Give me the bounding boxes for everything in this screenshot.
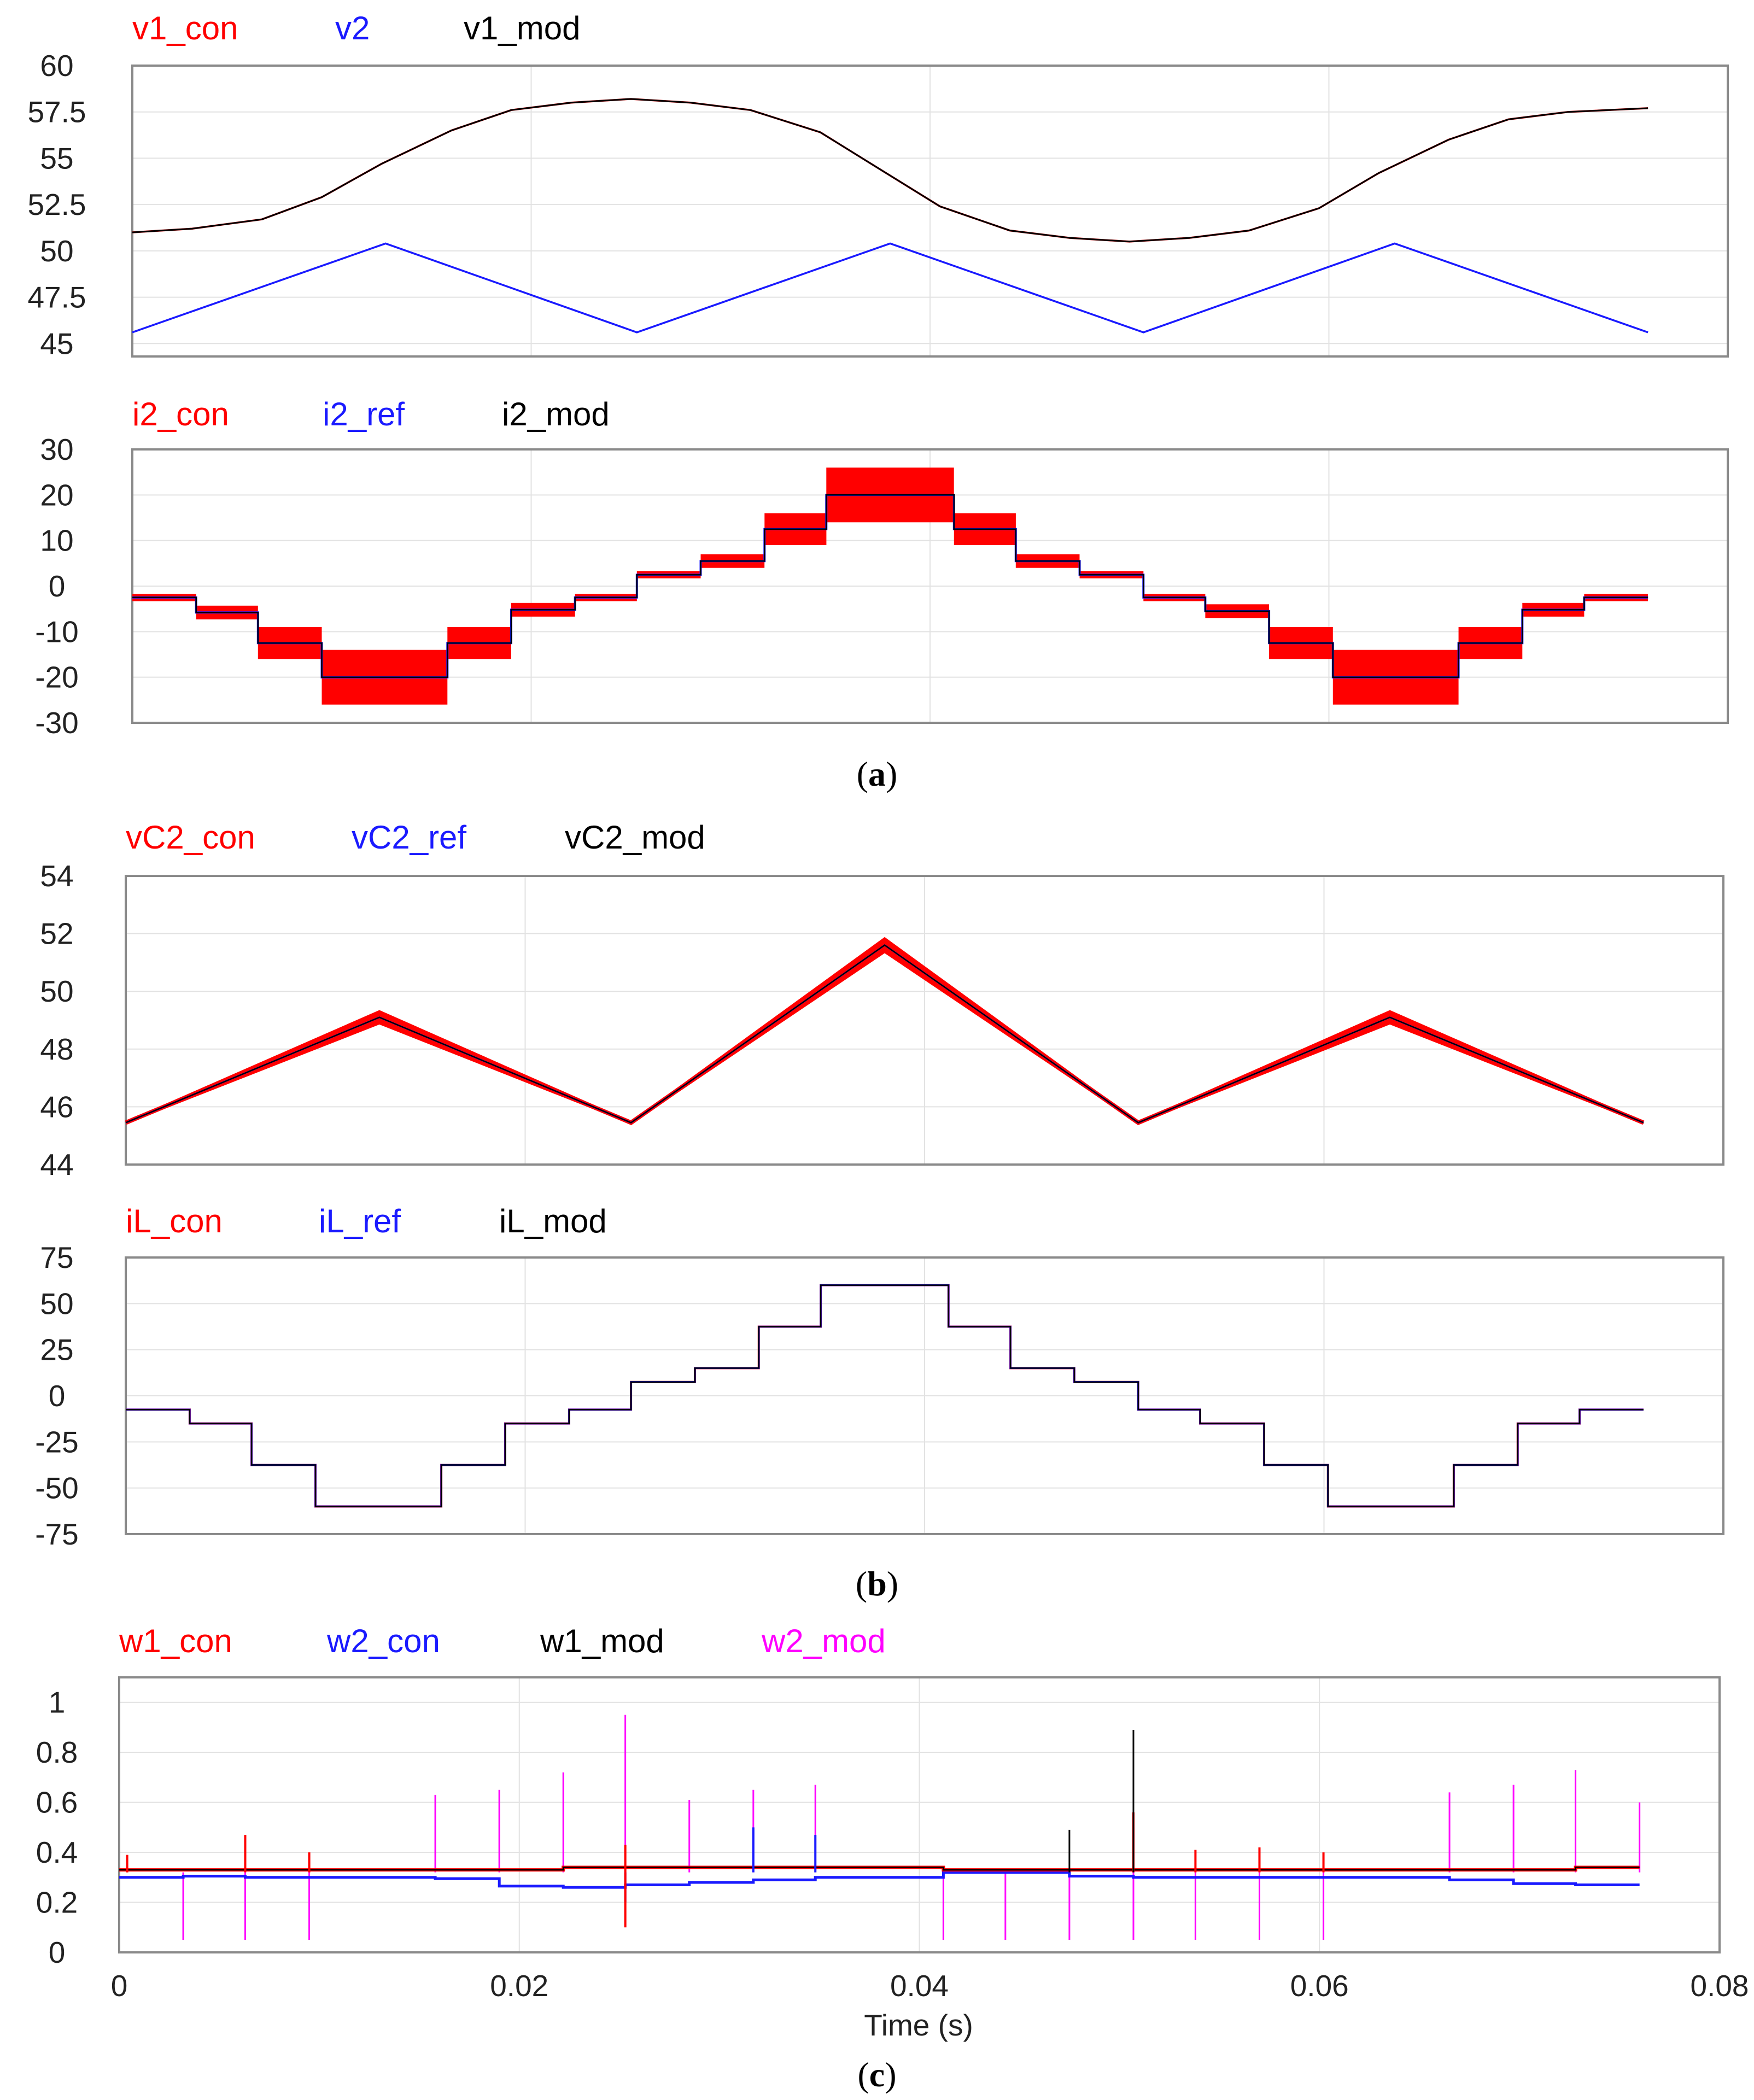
- y-tick-label: 52: [40, 917, 73, 951]
- series-v1-con: [132, 98, 1648, 243]
- panel-i2-currents: 30 20 10 0 -10 -20 -30 i2_con i2_ref i2_mod: [35, 396, 1729, 740]
- y-tick-label: -20: [35, 660, 79, 694]
- x-axis-label: Time (s): [864, 2008, 973, 2042]
- panel-w-duty: 1 0.8 0.6 0.4 0.2 0 w1_con w2_con w1_mod w2_mod 0 0…: [36, 1623, 1749, 2003]
- y-tick-label: 48: [40, 1032, 73, 1066]
- x-tick-label: 0.02: [490, 1969, 548, 2003]
- y-tick-label: -10: [35, 615, 79, 648]
- legend-vC2_con: vC2_con: [126, 819, 255, 856]
- x-tick-label: 0.08: [1690, 1969, 1749, 2003]
- series-vc2-con-band: [126, 937, 1644, 1125]
- y-tick-label: 57.5: [27, 95, 86, 129]
- legend-v1_mod: v1_mod: [464, 10, 580, 46]
- plot-frame: [131, 448, 1729, 724]
- series-vc2-mod: [125, 944, 1644, 1124]
- y-tick-label: 0.4: [36, 1835, 78, 1869]
- series-v1-mod: [132, 98, 1648, 243]
- y-tick-label: 0: [49, 1935, 66, 1969]
- plot-frame: [125, 1256, 1724, 1535]
- y-tick-label: -25: [35, 1425, 79, 1459]
- y-tick-label: 50: [40, 974, 73, 1008]
- legend-v2: v2: [335, 10, 370, 46]
- series-w2-con: [119, 1871, 1640, 1889]
- y-tick-label: -30: [35, 706, 79, 740]
- panel-v-voltages: 60 57.5 55 52.5 50 47.5 45 v1_con v2 v1_mod: [27, 10, 1729, 360]
- y-tick-label: 55: [40, 141, 73, 175]
- y-tick-label: 0: [49, 569, 66, 603]
- caption-c: (c): [857, 2055, 896, 2094]
- y-tick-label: 0: [49, 1379, 66, 1413]
- legend-w1_con: w1_con: [119, 1623, 232, 1659]
- y-tick-label: 20: [40, 478, 73, 512]
- y-tick-label: -75: [35, 1517, 79, 1551]
- y-tick-label: 0.6: [36, 1786, 78, 1820]
- legend-vC2_mod: vC2_mod: [565, 819, 705, 856]
- panel-vc2-voltages: 54 52 50 48 46 44 vC2_con vC2_ref vC2_mod: [40, 819, 1724, 1181]
- y-tick-label: 1: [49, 1686, 66, 1719]
- legend-iL_ref: iL_ref: [319, 1203, 401, 1239]
- y-tick-label: 10: [40, 524, 73, 558]
- panel-il-currents: 75 50 25 0 -25 -50 -75 iL_con iL_ref iL_mod: [35, 1203, 1724, 1551]
- x-tick-label: 0.06: [1290, 1969, 1349, 2003]
- legend-w1_mod: w1_mod: [540, 1623, 664, 1659]
- y-tick-label: 47.5: [27, 280, 86, 314]
- y-tick-label: 45: [40, 326, 73, 360]
- series-il-mod: [126, 1284, 1644, 1507]
- y-tick-label: 0.2: [36, 1886, 78, 1920]
- legend-iL_mod: iL_mod: [499, 1203, 607, 1239]
- y-tick-label: 44: [40, 1148, 73, 1181]
- legend-i2_ref: i2_ref: [323, 396, 405, 432]
- legend-w2_con: w2_con: [326, 1623, 440, 1659]
- y-tick-label: 50: [40, 234, 73, 268]
- series-w1-mod: [119, 1867, 1640, 1871]
- y-tick-label: 46: [40, 1090, 73, 1124]
- y-tick-label: 60: [40, 49, 73, 83]
- legend-w2_mod: w2_mod: [761, 1623, 886, 1659]
- plot-frame: [125, 875, 1724, 1166]
- y-tick-label: 25: [40, 1333, 73, 1367]
- series-v2: [132, 242, 1648, 334]
- x-tick-label: 0: [111, 1969, 128, 2003]
- y-tick-label: -50: [35, 1471, 79, 1505]
- y-tick-label: 75: [40, 1241, 73, 1274]
- series-i2-mod: [132, 494, 1648, 678]
- y-tick-label: 30: [40, 432, 73, 466]
- legend-i2_con: i2_con: [132, 396, 229, 432]
- caption-b: (b): [856, 1564, 898, 1603]
- plot-frame: [131, 65, 1729, 358]
- y-tick-label: 52.5: [27, 188, 86, 221]
- y-tick-label: 54: [40, 859, 73, 893]
- y-tick-label: 50: [40, 1286, 73, 1320]
- plot-frame: [118, 1676, 1721, 1953]
- caption-a: (a): [857, 754, 898, 793]
- legend-v1_con: v1_con: [132, 10, 238, 46]
- legend-iL_con: iL_con: [126, 1203, 223, 1239]
- legend-vC2_ref: vC2_ref: [352, 819, 466, 856]
- x-tick-label: 0.04: [890, 1969, 949, 2003]
- y-tick-label: 0.8: [36, 1735, 78, 1769]
- legend-i2_mod: i2_mod: [502, 396, 610, 432]
